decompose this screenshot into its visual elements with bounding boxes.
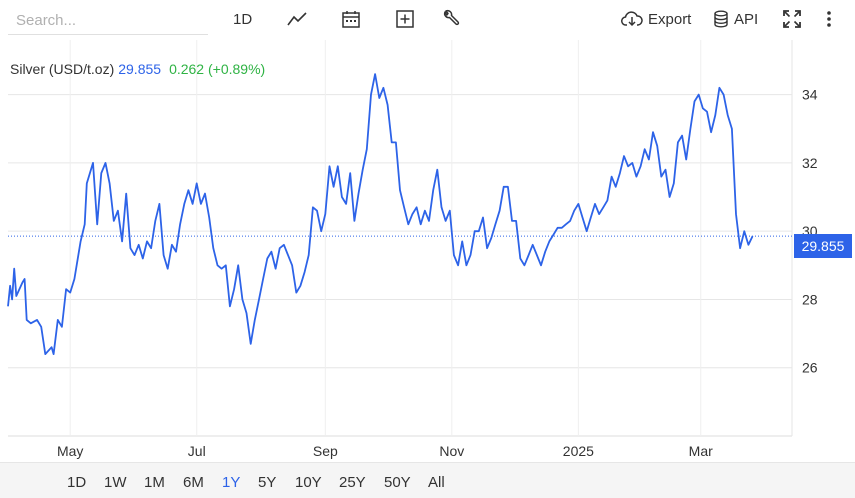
- range-button-1m[interactable]: 1M: [144, 474, 165, 491]
- y-tick-label: 26: [802, 360, 818, 376]
- x-tick-label: May: [57, 443, 83, 459]
- legend-change: 0.262 (+0.89%): [169, 61, 266, 77]
- y-tick-label: 28: [802, 291, 818, 307]
- interval-label: 1D: [233, 10, 253, 28]
- tools-button[interactable]: [441, 6, 461, 32]
- range-button-6m[interactable]: 6M: [183, 474, 204, 491]
- database-icon: [714, 10, 728, 28]
- cloud-download-icon: [621, 11, 643, 27]
- range-selector: 1D 1W 1M 6M 1Y 5Y 10Y 25Y 50Y All: [0, 462, 855, 498]
- x-tick-label: Nov: [439, 443, 464, 459]
- y-tick-label: 34: [802, 87, 818, 103]
- more-vert-icon: [827, 11, 831, 27]
- x-tick-label: 2025: [563, 443, 594, 459]
- last-price-tag: 29.855: [794, 234, 852, 258]
- toolbar: 1D Export: [0, 0, 855, 40]
- chart-type-button[interactable]: [286, 6, 308, 32]
- interval-button[interactable]: 1D: [233, 6, 252, 32]
- range-button-50y[interactable]: 50Y: [384, 474, 411, 491]
- x-tick-label: Jul: [188, 443, 206, 459]
- series-line-0[interactable]: [7, 73, 754, 356]
- line-chart-icon: [287, 12, 307, 26]
- chart-legend: Silver (USD/t.oz) 29.855 0.262 (+0.89%): [10, 61, 265, 77]
- export-label: Export: [648, 10, 692, 28]
- range-button-10y[interactable]: 10Y: [295, 474, 322, 491]
- range-button-5y[interactable]: 5Y: [258, 474, 277, 491]
- search-input[interactable]: [8, 7, 208, 35]
- range-button-1d[interactable]: 1D: [67, 474, 87, 491]
- legend-series-name: Silver (USD/t.oz): [10, 61, 115, 77]
- export-button[interactable]: Export: [621, 6, 691, 32]
- range-button-25y[interactable]: 25Y: [339, 474, 366, 491]
- fullscreen-icon: [783, 10, 801, 28]
- fullscreen-button[interactable]: [782, 6, 802, 32]
- calendar-button[interactable]: [341, 6, 361, 32]
- api-label: API: [734, 10, 759, 28]
- range-button-1w[interactable]: 1W: [104, 474, 127, 491]
- calendar-icon: [342, 11, 360, 28]
- add-indicator-button[interactable]: [395, 6, 415, 32]
- range-button-1y[interactable]: 1Y: [222, 474, 241, 491]
- plus-square-icon: [396, 10, 414, 28]
- range-button-all[interactable]: All: [428, 474, 445, 491]
- legend-last-value: 29.855: [118, 61, 162, 77]
- chart-area[interactable]: 26 28 30 32 34 May Jul Sep Nov 2025 Mar Silver (US…: [0, 40, 855, 497]
- x-tick-label: Sep: [313, 443, 338, 459]
- api-button[interactable]: API: [713, 6, 758, 32]
- more-options-button[interactable]: [824, 6, 834, 32]
- y-tick-label: 32: [802, 155, 818, 171]
- wrench-icon: [443, 9, 460, 26]
- x-tick-label: Mar: [689, 443, 713, 459]
